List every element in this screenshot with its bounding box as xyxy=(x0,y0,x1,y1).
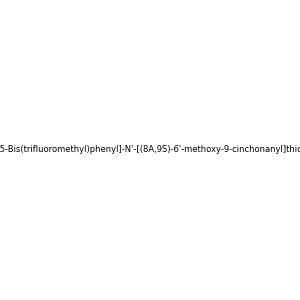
Text: N-[3,5-Bis(trifluoromethyl)phenyl]-N'-[(8A,9S)-6'-methoxy-9-cinchonanyl]thiourea: N-[3,5-Bis(trifluoromethyl)phenyl]-N'-[(… xyxy=(0,146,300,154)
